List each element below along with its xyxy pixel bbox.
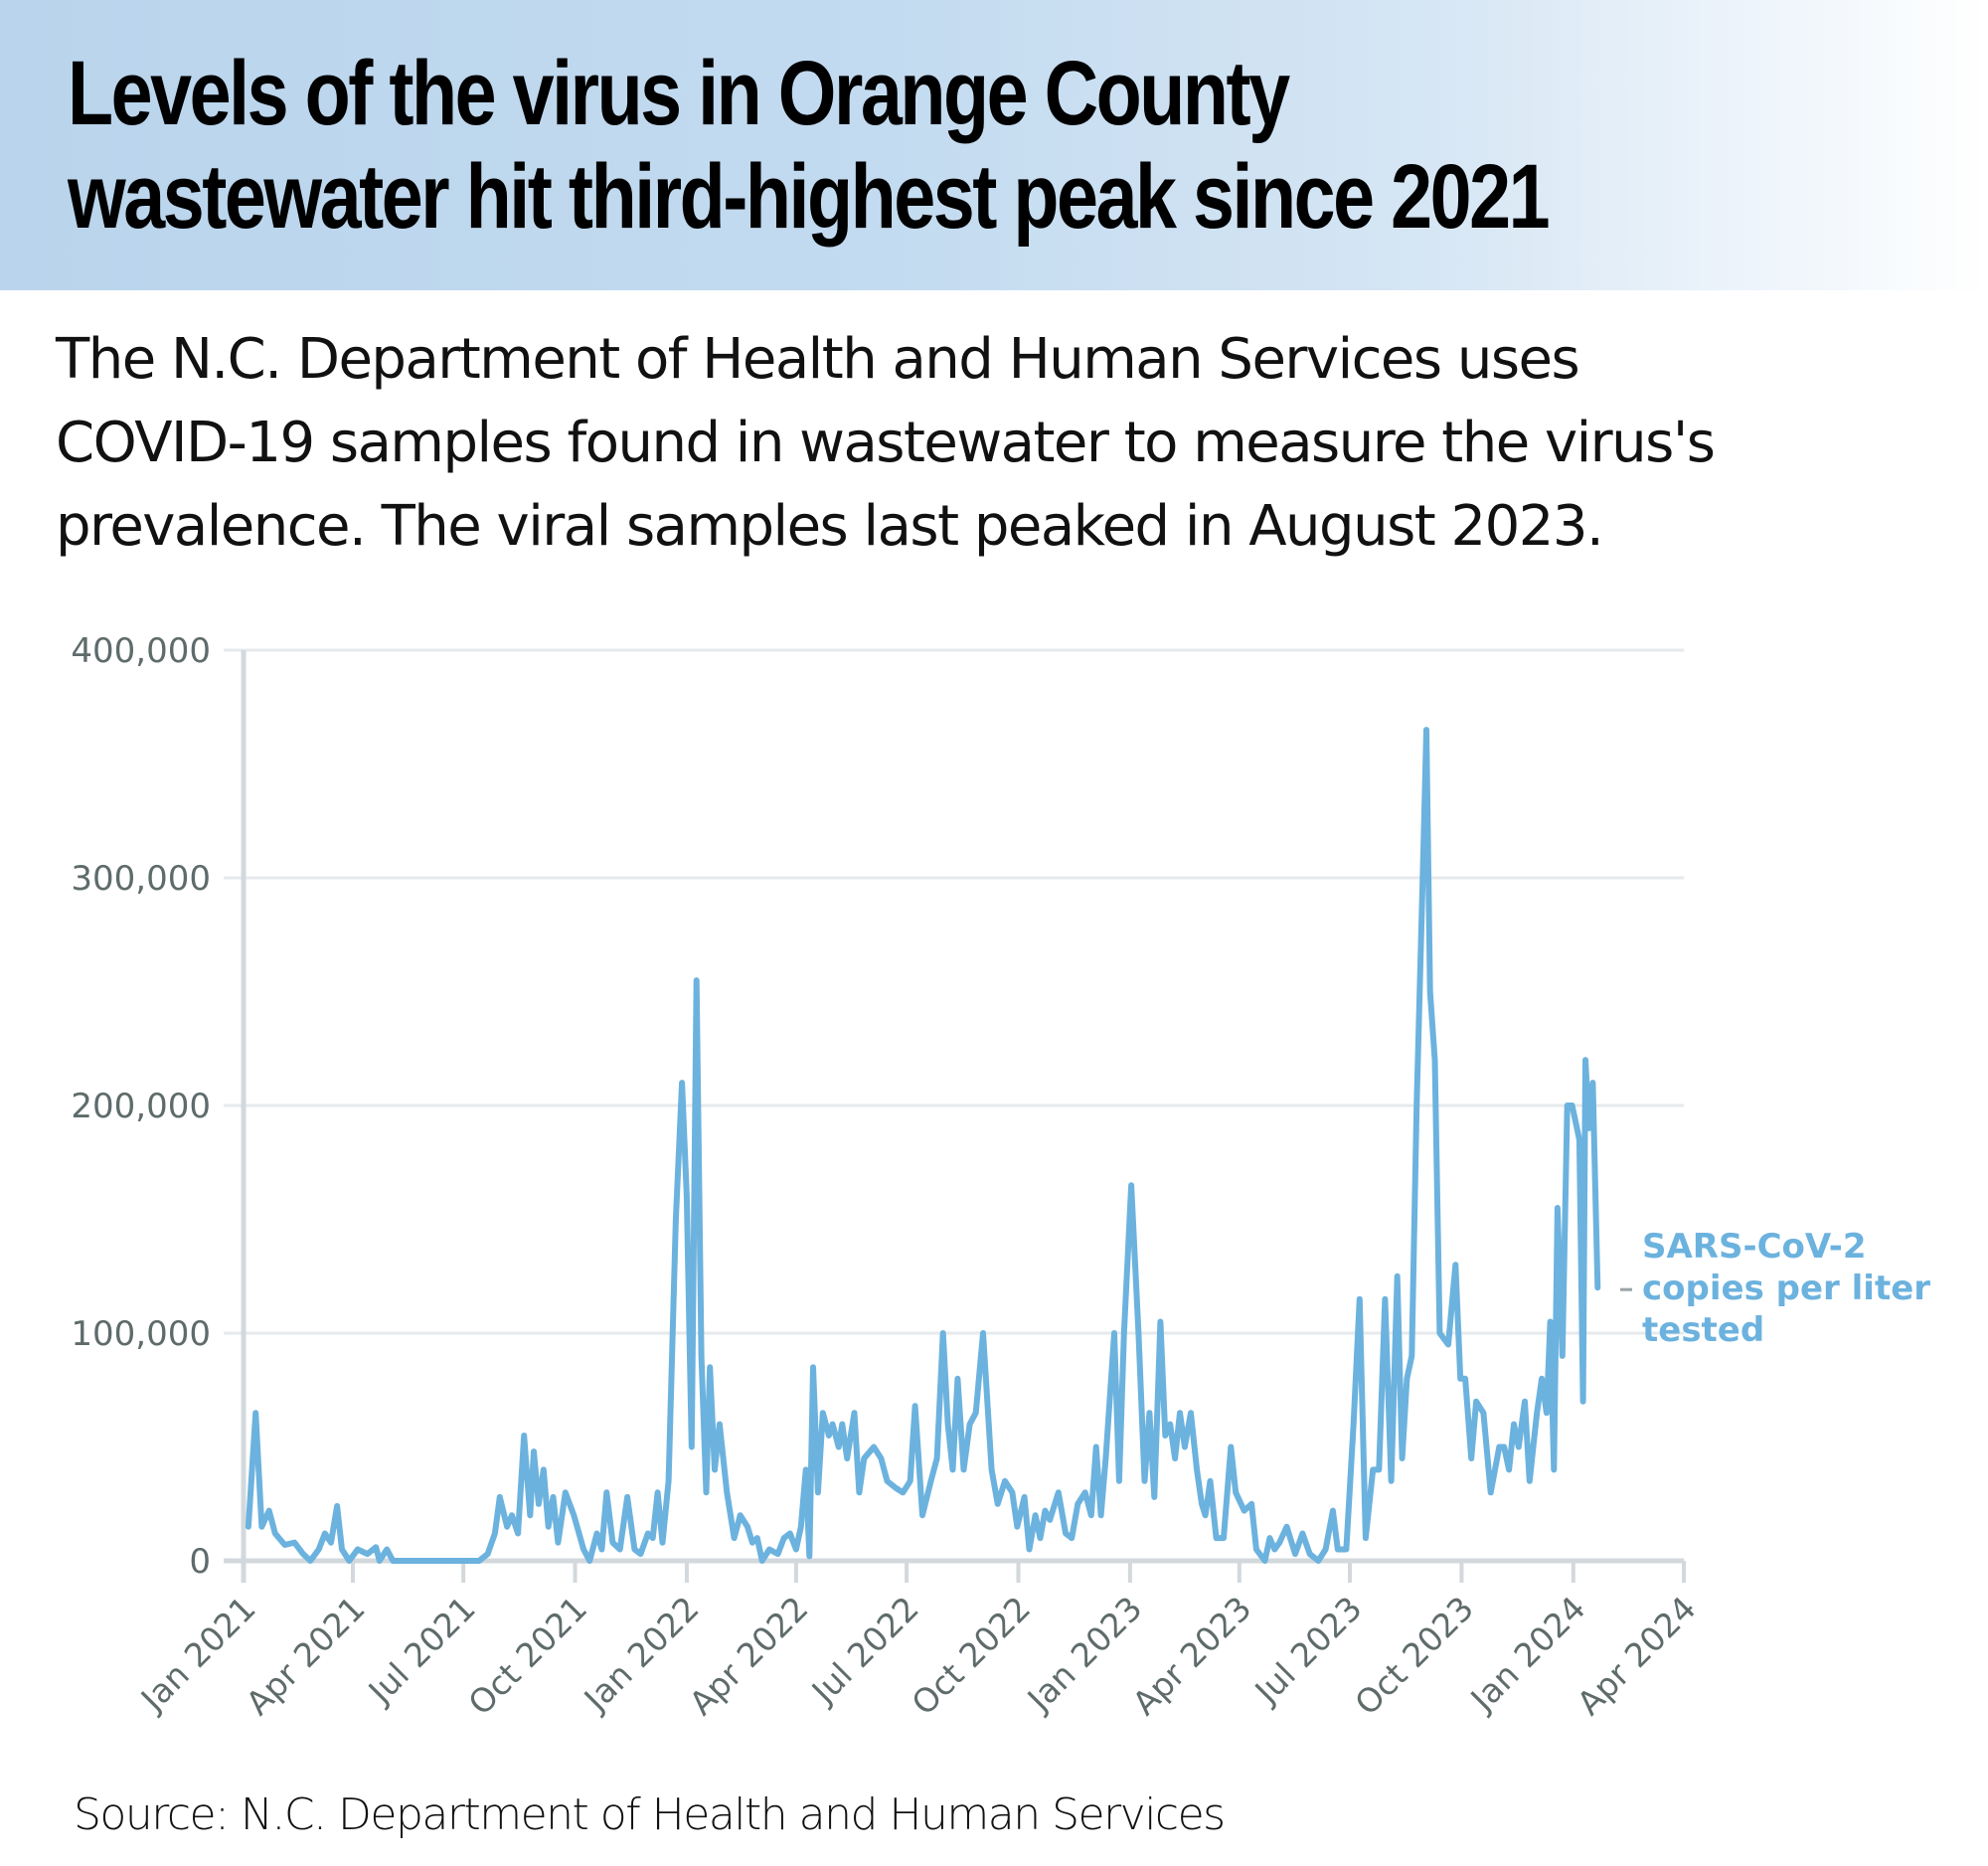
x-tick-label: Apr 2023	[1125, 1589, 1259, 1723]
series-label-line: tested	[1642, 1310, 1764, 1350]
chart-title-line-2: wastewater hit third-highest peak since …	[68, 146, 1551, 248]
y-tick-label: 100,000	[71, 1314, 211, 1354]
x-tick-label: Apr 2022	[682, 1589, 816, 1723]
axes	[241, 650, 1686, 1583]
source-note: Source: N.C. Department of Health and Hu…	[74, 1789, 1226, 1840]
chart-title-line-1: Levels of the virus in Orange County	[68, 43, 1290, 144]
y-tick-label: 200,000	[71, 1087, 211, 1126]
y-tick-label: 300,000	[71, 859, 211, 899]
x-tick-label: Oct 2021	[460, 1589, 594, 1723]
series-label-line: SARS-CoV-2	[1642, 1227, 1867, 1267]
series-line	[245, 727, 1601, 1564]
subtitle-line-2: COVID-19 samples found in wastewater to …	[56, 411, 1716, 475]
header-band	[0, 0, 1988, 290]
y-axis-tick-labels: 0 100,000 200,000 300,000 400,000	[71, 631, 211, 1582]
x-tick-label: Oct 2022	[904, 1589, 1038, 1723]
x-tick-label: Apr 2021	[239, 1589, 373, 1723]
subtitle-line-1: The N.C. Department of Health and Human …	[56, 327, 1580, 392]
subtitle-line-3: prevalence. The viral samples last peake…	[56, 494, 1604, 559]
chart-subtitle: The N.C. Department of Health and Human …	[56, 318, 1944, 569]
series	[245, 727, 1601, 1564]
x-tick-label: Oct 2023	[1347, 1589, 1481, 1723]
chart-title: Levels of the virus in Orange County was…	[68, 42, 1551, 249]
series-label-line: copies per liter	[1642, 1269, 1930, 1308]
x-tick-label: Apr 2024	[1570, 1589, 1704, 1723]
y-tick-label: 0	[189, 1542, 211, 1582]
y-tick-label: 400,000	[71, 631, 211, 671]
